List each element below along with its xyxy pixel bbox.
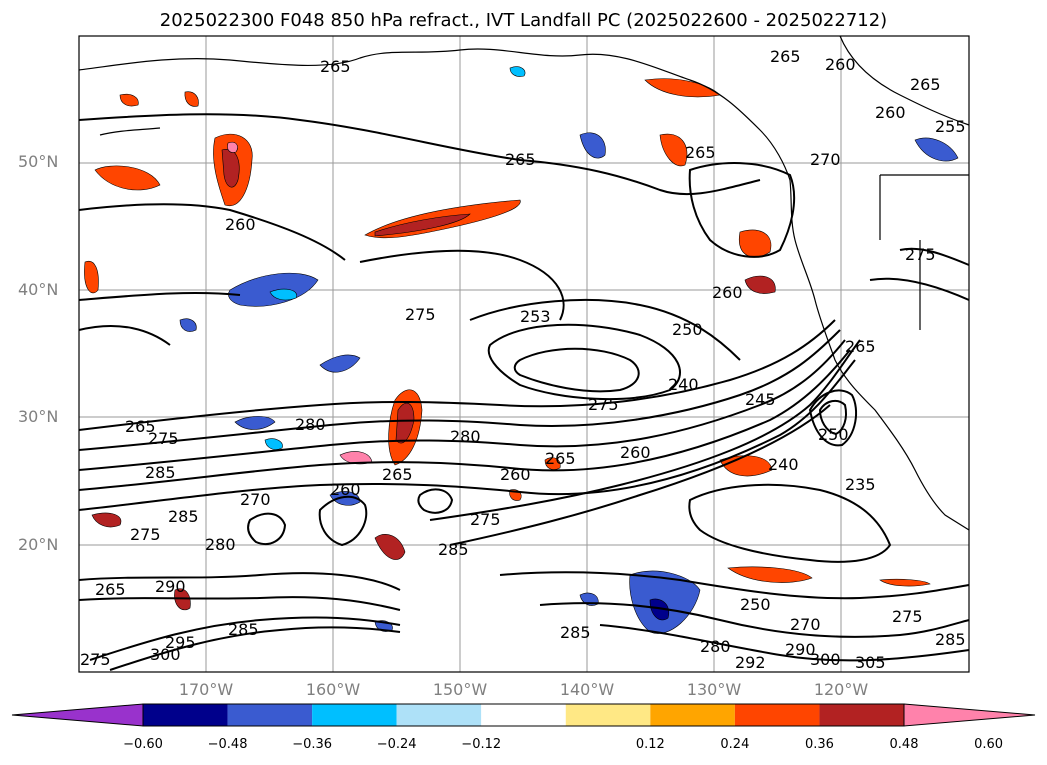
map-panel: 265 265 260 265 260 255 265 265 270 260 … xyxy=(78,35,970,673)
contour-label: 295 xyxy=(165,633,196,652)
contour-label: 275 xyxy=(130,525,161,544)
lat-label-50N: 50°N xyxy=(18,152,59,171)
contour-label: 235 xyxy=(845,475,876,494)
contour-label: 275 xyxy=(405,305,436,324)
colorbar-segment xyxy=(481,704,566,726)
plot-title: 2025022300 F048 850 hPa refract., IVT La… xyxy=(159,10,888,31)
colorbar-segment xyxy=(650,704,735,726)
colorbar-segment xyxy=(819,704,904,726)
contour-lines xyxy=(78,113,970,671)
colorbar-extend-min xyxy=(11,703,144,727)
lon-label-130W: 130°W xyxy=(686,680,742,699)
contour-label: 265 xyxy=(382,465,413,484)
contour-label: 280 xyxy=(205,535,236,554)
contour-label: 275 xyxy=(905,245,936,264)
colorbar-tick-label: −0.48 xyxy=(207,737,248,752)
colorbar-tick-label: 0.48 xyxy=(889,737,919,752)
contour-label: 245 xyxy=(745,390,776,409)
contour-label: 285 xyxy=(228,620,259,639)
contour-label: 265 xyxy=(125,417,156,436)
lat-label-40N: 40°N xyxy=(18,280,59,299)
contour-label: 285 xyxy=(438,540,469,559)
contour-label: 275 xyxy=(148,429,179,448)
colorbar-segment xyxy=(227,704,313,726)
contour-label: 265 xyxy=(505,150,536,169)
contour-label: 285 xyxy=(935,630,966,649)
colorbar-tick-label: 0.60 xyxy=(974,737,1004,752)
contour-label: 250 xyxy=(672,320,703,339)
contour-label: 260 xyxy=(712,283,743,302)
contour-label: 260 xyxy=(225,215,256,234)
lat-label-20N: 20°N xyxy=(18,535,59,554)
lon-label-120W: 120°W xyxy=(813,680,869,699)
colorbar-tick-label: −0.36 xyxy=(292,737,333,752)
colorbar-tick-label: 0.12 xyxy=(635,737,665,752)
contour-label: 260 xyxy=(825,55,856,74)
colorbar-segment xyxy=(565,704,651,726)
contour-label: 305 xyxy=(855,653,886,672)
contour-label: 250 xyxy=(818,425,849,444)
colorbar-tick-label: −0.24 xyxy=(376,737,417,752)
contour-label: 292 xyxy=(735,653,766,672)
contour-label: 275 xyxy=(470,510,501,529)
colorbar-extend-max xyxy=(903,703,1036,727)
contour-label: 265 xyxy=(845,337,876,356)
contour-label: 250 xyxy=(740,595,771,614)
contour-label: 260 xyxy=(330,480,361,499)
contour-label: 290 xyxy=(155,577,186,596)
colorbar-segment xyxy=(312,704,397,726)
contour-label: 260 xyxy=(500,465,531,484)
contour-label: 270 xyxy=(790,615,821,634)
colorbar-tick-label: 0.24 xyxy=(720,737,750,752)
contour-label: 300 xyxy=(810,650,841,669)
contour-label: 265 xyxy=(545,449,576,468)
colorbar xyxy=(11,703,1036,727)
contour-label: 240 xyxy=(668,375,699,394)
lon-label-160W: 160°W xyxy=(305,680,361,699)
contour-label: 280 xyxy=(700,637,731,656)
contour-labels: 265 265 260 265 260 255 265 265 270 260 … xyxy=(80,47,966,672)
contour-label: 290 xyxy=(785,640,816,659)
colorbar-segment xyxy=(734,704,820,726)
contour-label: 265 xyxy=(770,47,801,66)
contour-label: 265 xyxy=(910,75,941,94)
contour-label: 300 xyxy=(150,645,181,664)
lon-label-170W: 170°W xyxy=(178,680,234,699)
contour-label: 265 xyxy=(95,580,126,599)
contour-label: 275 xyxy=(892,607,923,626)
lon-label-140W: 140°W xyxy=(559,680,615,699)
colorbar-tick-label: −0.12 xyxy=(461,737,502,752)
contour-label: 285 xyxy=(560,623,591,642)
contour-label: 270 xyxy=(810,150,841,169)
contour-label: 255 xyxy=(935,117,966,136)
colorbar-frame xyxy=(142,703,905,727)
colorbar-tick-label: −0.60 xyxy=(123,737,163,752)
contour-label: 265 xyxy=(685,143,716,162)
shaded-anomaly-patches xyxy=(84,66,959,634)
colorbar-segment xyxy=(143,704,228,726)
contour-label: 265 xyxy=(320,57,351,76)
contour-label: 285 xyxy=(168,507,199,526)
contour-label: 280 xyxy=(295,415,326,434)
contour-label: 240 xyxy=(768,455,799,474)
colorbar-segment xyxy=(396,704,482,726)
contour-label: 260 xyxy=(875,103,906,122)
contour-label: 275 xyxy=(80,650,111,669)
colorbar-tick-label: 0.36 xyxy=(804,737,834,752)
map-frame xyxy=(78,35,970,673)
contour-label: 285 xyxy=(145,463,176,482)
gridlines xyxy=(79,36,969,672)
contour-label: 275 xyxy=(588,395,619,414)
lat-label-30N: 30°N xyxy=(18,407,59,426)
lon-label-150W: 150°W xyxy=(432,680,488,699)
coastlines xyxy=(78,35,970,531)
contour-label: 280 xyxy=(450,427,481,446)
contour-label: 253 xyxy=(520,307,551,326)
contour-label: 270 xyxy=(240,490,271,509)
contour-label: 260 xyxy=(620,443,651,462)
